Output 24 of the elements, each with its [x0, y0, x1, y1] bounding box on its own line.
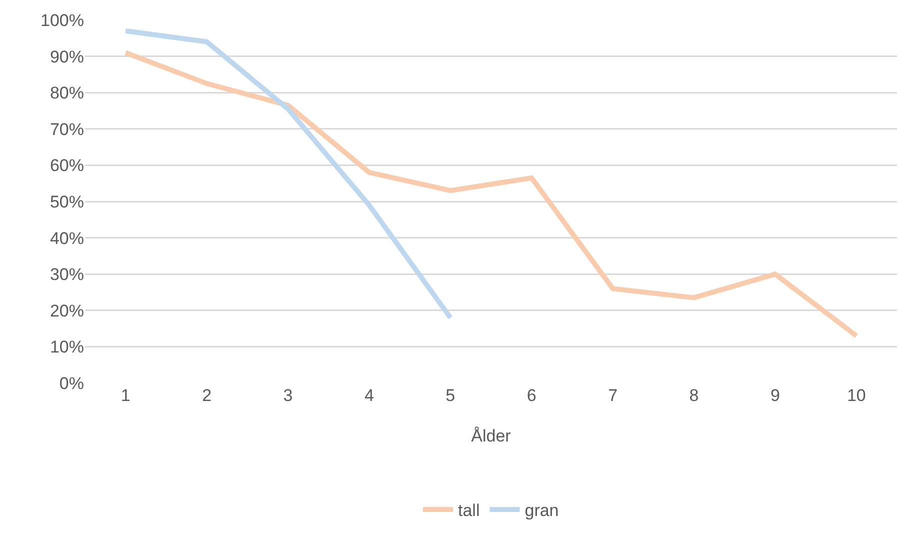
y-tick-label: 50% [50, 192, 84, 212]
x-tick-label: 3 [283, 386, 293, 405]
y-tick-label: 40% [50, 228, 84, 248]
x-tick-label: 8 [689, 386, 699, 405]
x-tick-label: 10 [846, 386, 866, 405]
x-tick-label: 4 [364, 386, 374, 405]
x-tick-label: 2 [202, 386, 212, 405]
x-tick-label: 7 [608, 386, 618, 405]
y-tick-label: 30% [50, 265, 84, 284]
x-tick-label: 5 [446, 386, 456, 405]
y-tick-label: 90% [50, 47, 84, 66]
y-tick-label: 20% [50, 301, 84, 320]
y-tick-label: 70% [50, 120, 84, 139]
x-tick-label: 9 [770, 386, 780, 405]
y-tick-label: 0% [59, 374, 84, 393]
y-tick-label: 60% [50, 156, 84, 176]
x-axis-title: Ålder [471, 426, 512, 446]
legend-label: tall [458, 501, 480, 520]
legend-label: gran [524, 501, 559, 520]
y-tick-label: 80% [50, 84, 84, 103]
y-tick-label: 100% [40, 10, 84, 30]
y-tick-label: 10% [50, 338, 84, 357]
x-tick-label: 6 [526, 386, 536, 405]
x-tick-label: 1 [120, 386, 130, 405]
